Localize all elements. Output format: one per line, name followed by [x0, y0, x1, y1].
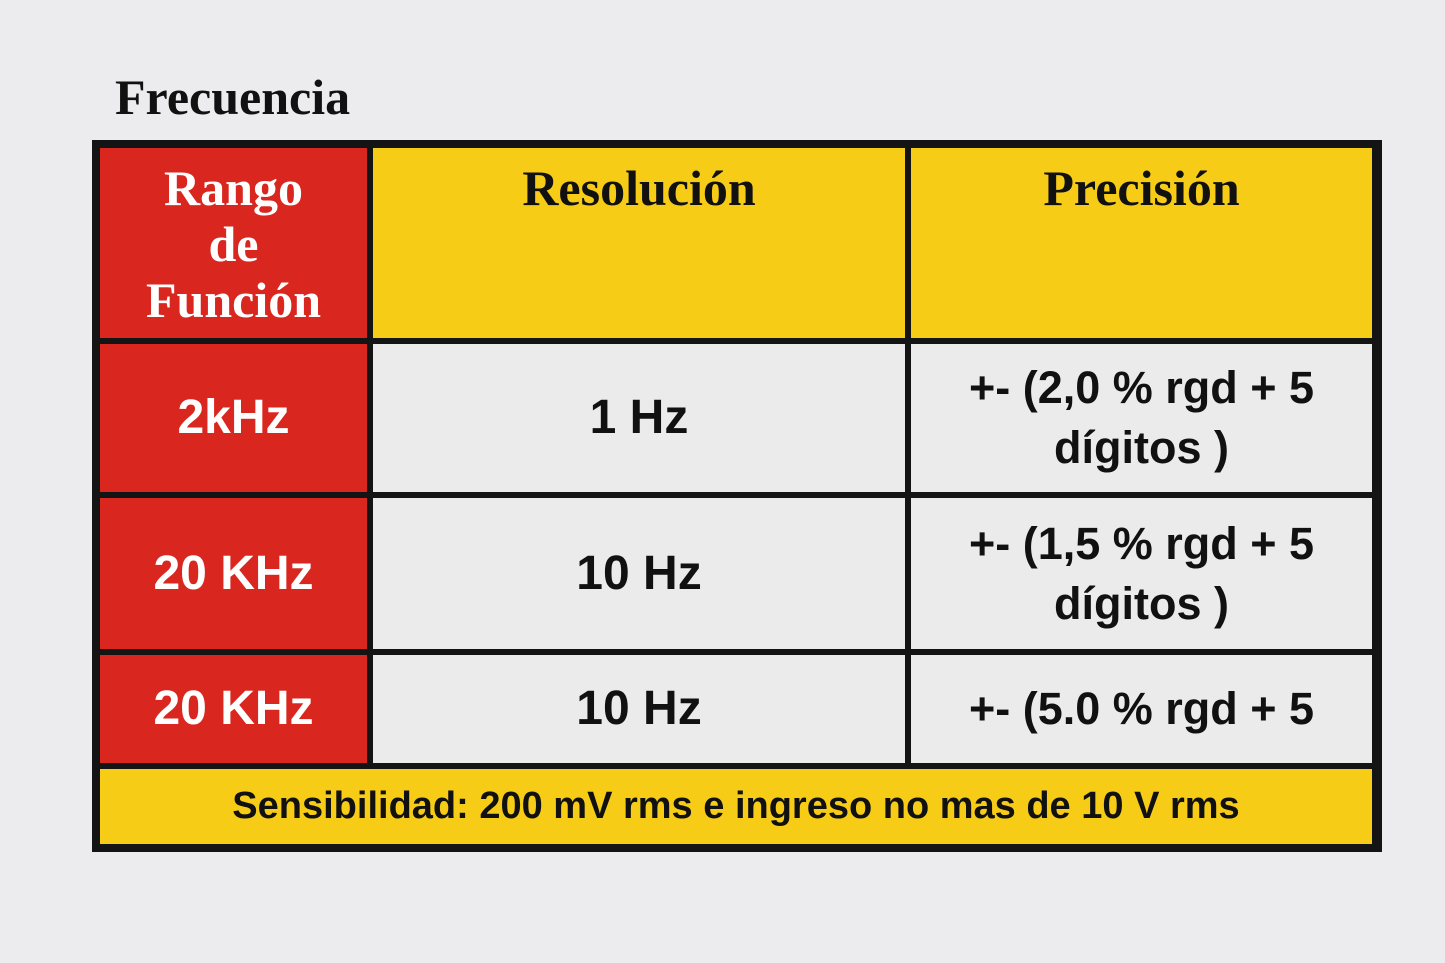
precision-cell: +- (5.0 % rgd + 5: [911, 655, 1372, 763]
table: Rango de Función Resolución Precisión 2k…: [92, 140, 1382, 852]
precision-cell: +- (2,0 % rgd + 5 dígitos ): [911, 344, 1372, 492]
range-cell: 20 KHz: [100, 498, 367, 649]
header-text: Rango de Función: [145, 160, 322, 328]
resolution-cell: 1 Hz: [373, 344, 905, 492]
header-cell: Precisión: [911, 148, 1372, 338]
header-cell: Resolución: [373, 148, 905, 338]
title: Frecuencia: [115, 69, 351, 125]
precision-cell: +- (1,5 % rgd + 5 dígitos ): [911, 498, 1372, 649]
footer-cell: Sensibilidad: 200 mV rms e ingreso no ma…: [100, 769, 1372, 844]
resolution-cell: 10 Hz: [373, 498, 905, 649]
resolution-cell: 10 Hz: [373, 655, 905, 763]
range-cell: 20 KHz: [100, 655, 367, 763]
range-cell: 2kHz: [100, 344, 367, 492]
header-cell: Rango de Función: [100, 148, 367, 338]
